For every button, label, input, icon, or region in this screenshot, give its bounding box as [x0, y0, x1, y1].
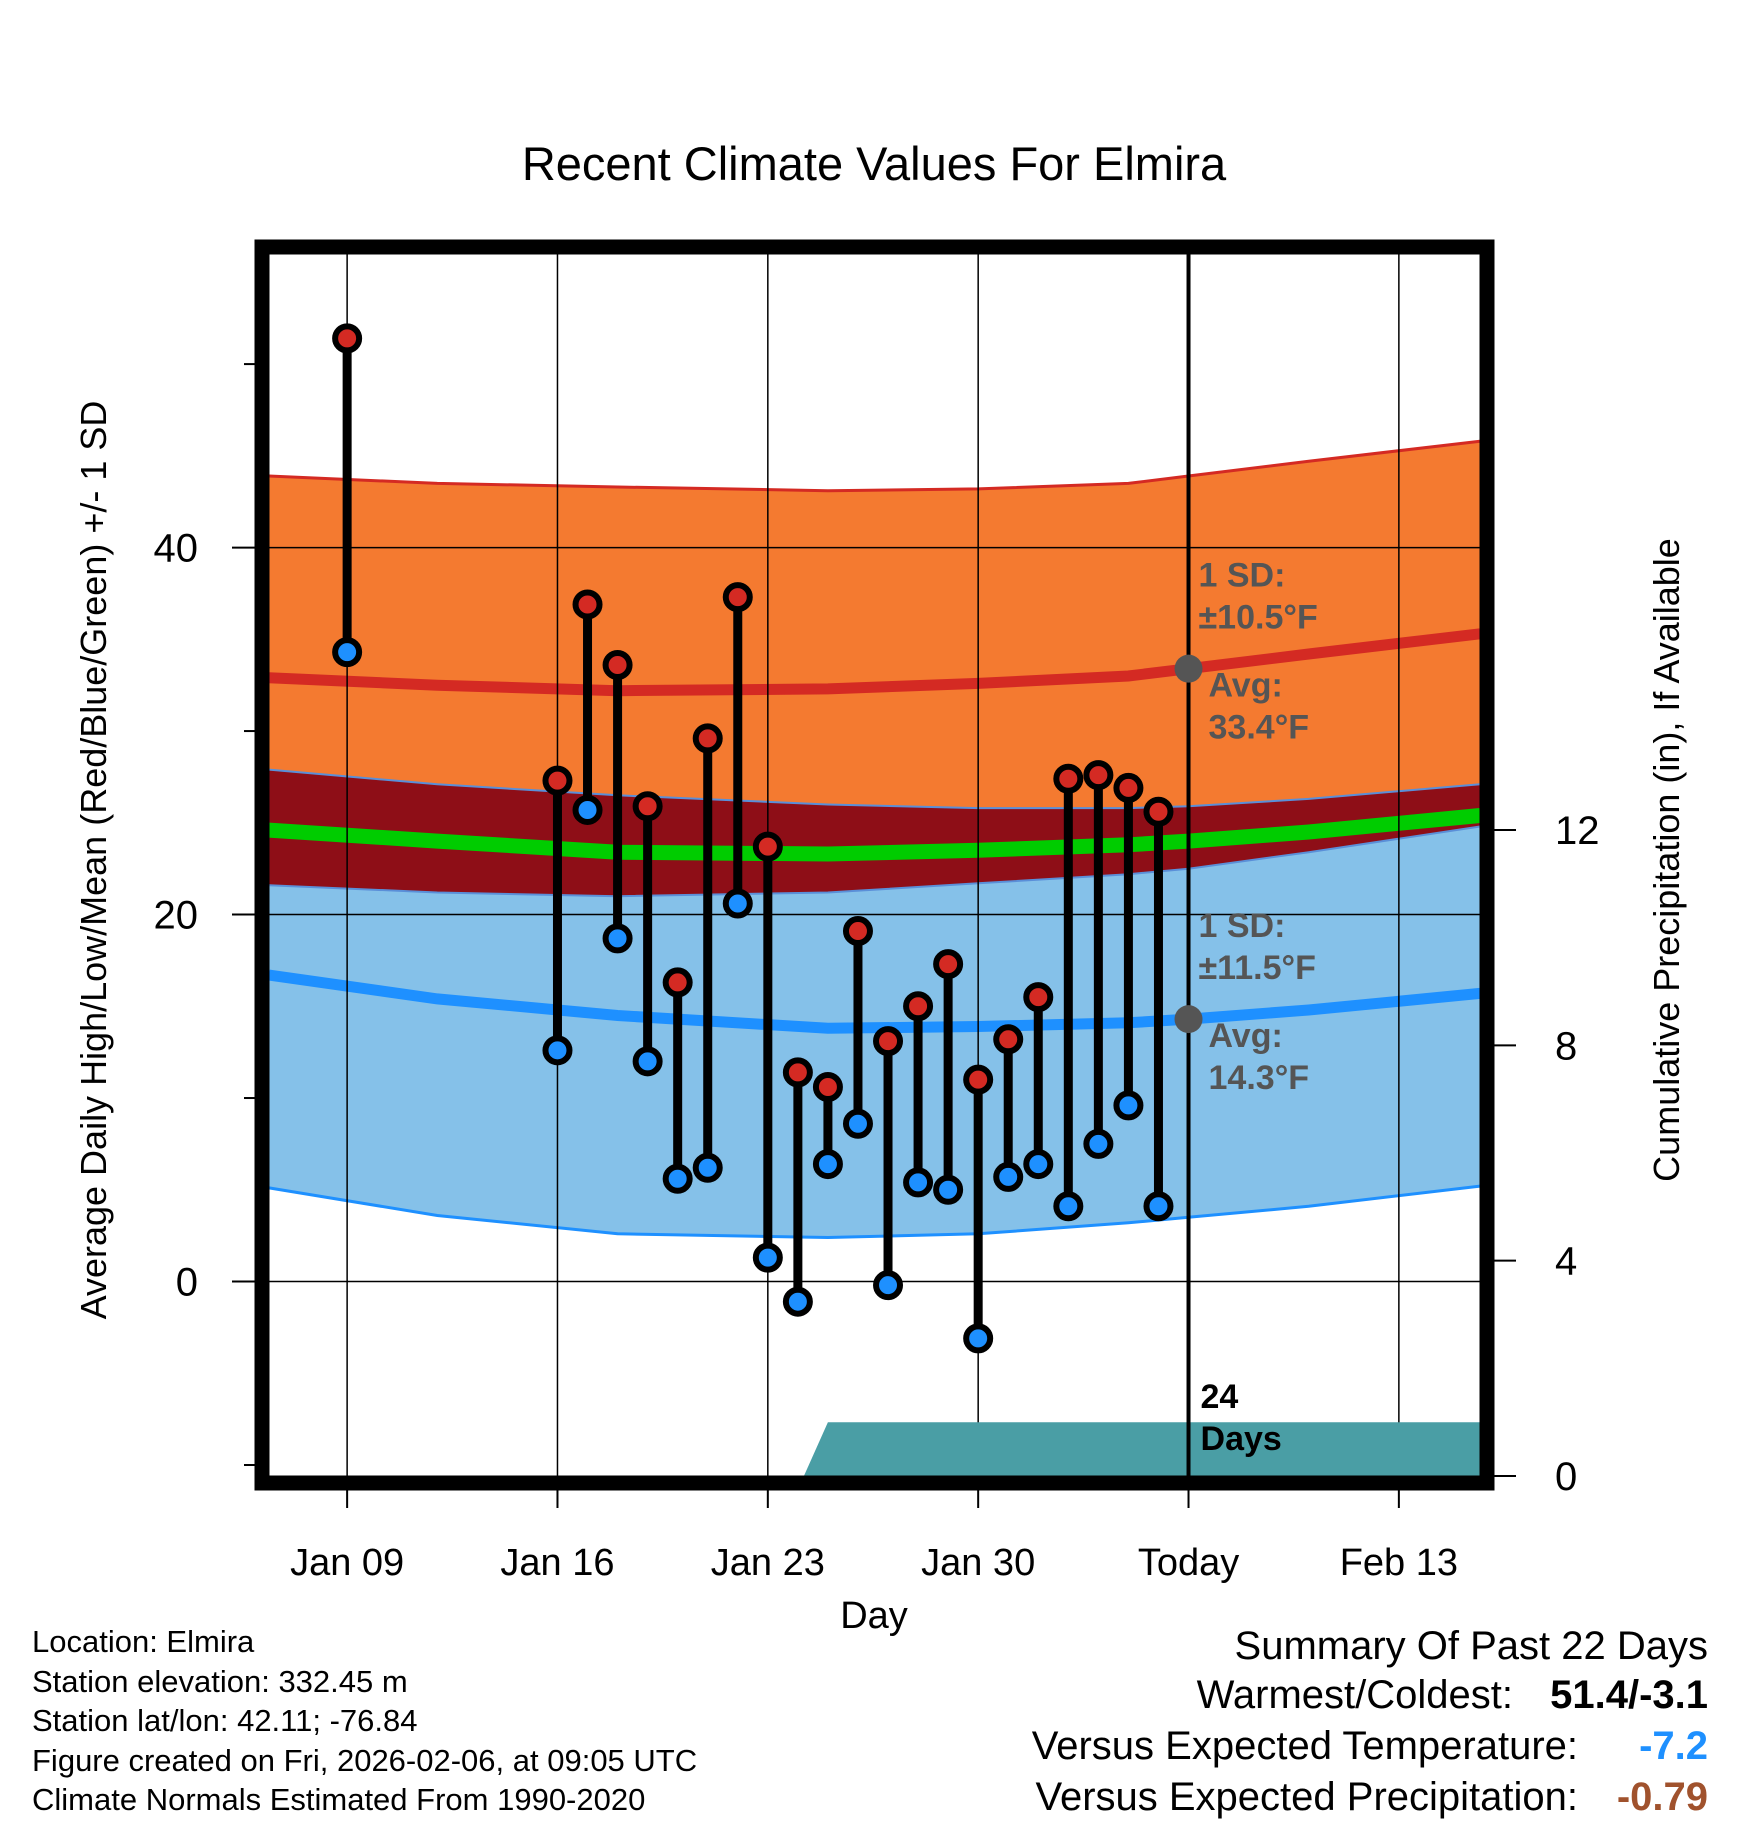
low-avg-dot	[1174, 1005, 1203, 1034]
low-marker	[1143, 1191, 1174, 1222]
low-marker	[933, 1174, 964, 1205]
latlon-text: Station lat/lon: 42.11; -76.84	[32, 1703, 418, 1738]
y-right-tick-label: 4	[1555, 1240, 1577, 1284]
station-info: Location: Elmira Station elevation: 332.…	[32, 1622, 697, 1820]
high-avg-value: 33.4°F	[1209, 709, 1310, 747]
low-marker	[1113, 1090, 1144, 1121]
x-tick-label: Jan 16	[500, 1542, 614, 1584]
high-marker	[752, 831, 783, 862]
x-tick-label: Jan 30	[921, 1542, 1035, 1584]
high-marker	[332, 323, 363, 354]
low-marker	[632, 1046, 663, 1077]
low-marker	[1023, 1149, 1054, 1180]
plot-frame	[254, 239, 1495, 1491]
high-marker	[812, 1072, 843, 1103]
high-avg-dot	[1174, 654, 1203, 683]
high-marker	[1083, 760, 1114, 791]
high-marker	[1053, 763, 1084, 794]
chart-title: Recent Climate Values For Elmira	[522, 137, 1227, 190]
warmest-coldest-label: Warmest/Coldest:	[1196, 1673, 1513, 1717]
high-marker	[632, 791, 663, 822]
y-right-tick-label: 8	[1555, 1024, 1577, 1068]
mean-band	[269, 769, 1480, 897]
y-left-tick-label: 0	[176, 1261, 198, 1305]
low-marker	[572, 794, 603, 825]
low-marker	[752, 1242, 783, 1273]
low-sd-value: ±11.5°F	[1199, 949, 1316, 987]
summary-temperature: Versus Expected Temperature: -7.2	[1032, 1721, 1708, 1772]
low-marker	[873, 1270, 904, 1301]
high-avg-label: Avg:	[1209, 667, 1283, 705]
y-axis-right-label: Cumulative Precipitation (in), If Availa…	[1646, 538, 1687, 1182]
y-left-tick-label: 40	[154, 527, 199, 571]
high-marker	[1023, 982, 1054, 1013]
low-marker	[812, 1149, 843, 1180]
y-axis-left-label: Average Daily High/Low/Mean (Red/Blue/Gr…	[73, 401, 114, 1320]
x-tick-label: Today	[1138, 1542, 1239, 1584]
precip-area	[803, 1422, 1480, 1476]
high-marker	[692, 723, 723, 754]
summary-precipitation: Versus Expected Precipitation: -0.79	[1032, 1772, 1708, 1823]
summary-panel: Summary Of Past 22 Days Warmest/Coldest:…	[1032, 1622, 1708, 1823]
elevation-text: Station elevation: 332.45 m	[32, 1663, 408, 1699]
low-sd-label: 1 SD:	[1199, 907, 1286, 945]
low-marker	[1083, 1128, 1114, 1159]
normals-text: Climate Normals Estimated From 1990-2020	[32, 1782, 646, 1817]
precipitation-label: Versus Expected Precipitation:	[1035, 1775, 1578, 1819]
location-text: Location: Elmira	[32, 1624, 255, 1659]
y-right-tick-label: 12	[1555, 809, 1600, 853]
x-tick-label: Jan 09	[290, 1542, 404, 1584]
high-marker	[782, 1057, 813, 1088]
low-marker	[1053, 1191, 1084, 1222]
high-marker	[873, 1026, 904, 1057]
low-marker	[602, 923, 633, 954]
high-marker	[993, 1024, 1024, 1055]
warmest-coldest-value: 51.4/-3.1	[1550, 1673, 1708, 1717]
high-marker	[963, 1064, 994, 1095]
high-marker	[933, 949, 964, 980]
low-marker	[842, 1108, 873, 1139]
high-marker	[1113, 772, 1144, 803]
x-axis-label: Day	[840, 1595, 908, 1637]
high-marker	[1143, 796, 1174, 827]
temperature-label: Versus Expected Temperature:	[1031, 1724, 1578, 1768]
low-marker	[782, 1286, 813, 1317]
days-label: Days	[1201, 1420, 1282, 1458]
low-avg-label: Avg:	[1209, 1017, 1283, 1055]
summary-warmest-coldest: Warmest/Coldest: 51.4/-3.1	[1032, 1670, 1708, 1721]
y-left-tick-label: 20	[154, 894, 199, 938]
low-marker	[963, 1323, 994, 1354]
low-marker	[662, 1163, 693, 1194]
high-marker	[542, 765, 573, 796]
created-text: Figure created on Fri, 2026-02-06, at 09…	[32, 1742, 698, 1778]
temperature-value: -7.2	[1639, 1724, 1708, 1768]
low-avg-value: 14.3°F	[1209, 1059, 1310, 1097]
summary-title: Summary Of Past 22 Days	[1234, 1624, 1708, 1668]
x-tick-label: Feb 13	[1340, 1542, 1458, 1584]
high-sd-band	[269, 441, 1480, 809]
high-marker	[572, 589, 603, 620]
high-marker	[602, 650, 633, 681]
high-marker	[722, 582, 753, 613]
high-sd-label: 1 SD:	[1199, 557, 1286, 595]
low-marker	[903, 1167, 934, 1198]
low-marker	[542, 1035, 573, 1066]
low-marker	[332, 637, 363, 668]
high-marker	[842, 916, 873, 947]
high-sd-value: ±10.5°F	[1199, 599, 1318, 637]
y-right-tick-label: 0	[1555, 1455, 1577, 1499]
high-marker	[662, 967, 693, 998]
precipitation-value: -0.79	[1616, 1775, 1708, 1819]
days-count: 24	[1201, 1378, 1239, 1416]
low-marker	[692, 1152, 723, 1183]
x-tick-label: Jan 23	[711, 1542, 825, 1584]
low-marker	[993, 1161, 1024, 1192]
low-marker	[722, 888, 753, 919]
high-marker	[903, 991, 934, 1022]
